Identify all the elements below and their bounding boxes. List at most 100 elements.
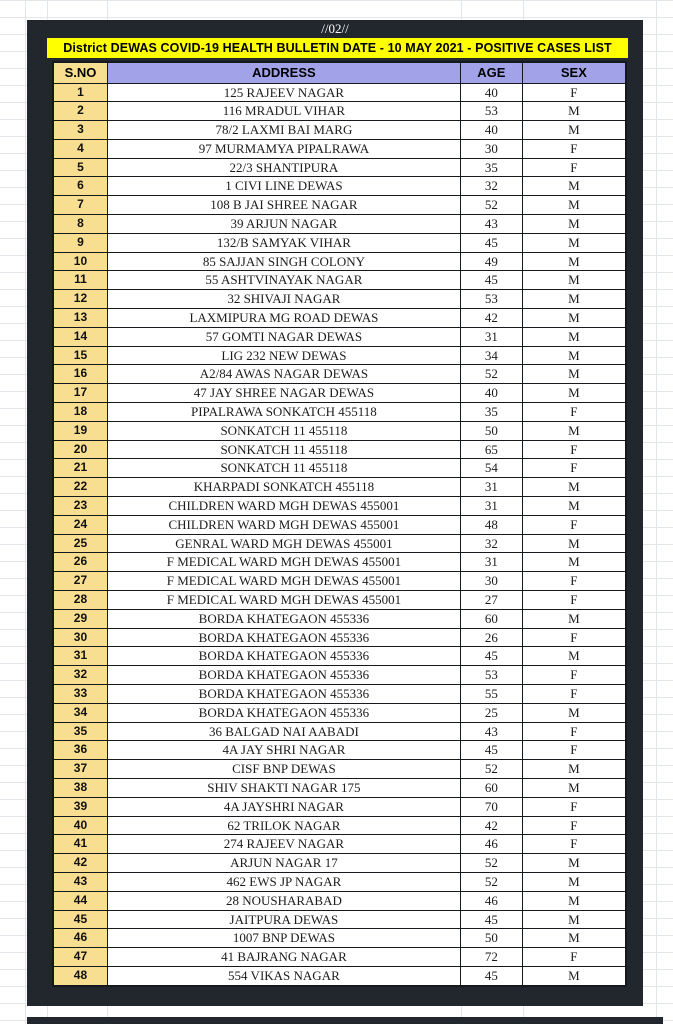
sex-cell: F — [521, 721, 627, 742]
sex-cell: M — [521, 176, 627, 197]
address-cell: BORDA KHATEGAON 455336 — [106, 684, 461, 704]
sex-cell: M — [521, 232, 627, 253]
serial-cell: 3 — [52, 120, 108, 140]
age-cell: 31 — [459, 477, 523, 498]
grid-column-line — [25, 0, 26, 1024]
address-cell: 55 ASHTVINAYAK NAGAR — [106, 270, 461, 291]
table-row: 11 55 ASHTVINAYAK NAGAR 45 M — [52, 270, 627, 291]
serial-cell: 22 — [52, 477, 108, 498]
serial-cell: 23 — [52, 496, 108, 516]
table-row: 19 SONKATCH 11 455118 50 M — [52, 420, 627, 441]
address-cell: CHILDREN WARD MGH DEWAS 455001 — [106, 496, 461, 516]
age-cell: 53 — [459, 101, 523, 122]
column-header-age: AGE — [459, 61, 523, 84]
address-cell: 97 MURMAMYA PIPALRAWA — [106, 138, 461, 159]
age-cell: 27 — [459, 590, 523, 610]
age-cell: 42 — [459, 308, 523, 328]
table-row: 28 F MEDICAL WARD MGH DEWAS 455001 27 F — [52, 590, 627, 610]
serial-cell: 34 — [52, 702, 108, 723]
serial-cell: 21 — [52, 458, 108, 479]
age-cell: 48 — [459, 514, 523, 535]
serial-cell: 1 — [52, 82, 108, 103]
table-body: 1 125 RAJEEV NAGAR 40 F 2 116 MRADUL VIHAR 53 M… — [52, 82, 627, 987]
serial-cell: 20 — [52, 439, 108, 460]
table-row: 45 JAITPURA DEWAS 45 M — [52, 909, 627, 930]
table-row: 37 CISF BNP DEWAS 52 M — [52, 759, 627, 779]
address-cell: SONKATCH 11 455118 — [106, 439, 461, 460]
sex-cell: M — [521, 101, 627, 122]
address-cell: LAXMIPURA MG ROAD DEWAS — [106, 308, 461, 328]
serial-cell: 45 — [52, 909, 108, 930]
sex-cell: M — [521, 890, 627, 911]
address-cell: F MEDICAL WARD MGH DEWAS 455001 — [106, 571, 461, 592]
address-cell: F MEDICAL WARD MGH DEWAS 455001 — [106, 590, 461, 610]
age-cell: 30 — [459, 571, 523, 592]
address-cell: 4A JAYSHRI NAGAR — [106, 796, 461, 817]
table-header-row: S.NO ADDRESS AGE SEX — [52, 61, 627, 84]
table-row: 32 BORDA KHATEGAON 455336 53 F — [52, 665, 627, 685]
serial-cell: 41 — [52, 834, 108, 855]
address-cell: 85 SAJJAN SINGH COLONY — [106, 251, 461, 272]
age-cell: 52 — [459, 364, 523, 385]
serial-cell: 42 — [52, 853, 108, 873]
table-row: 13 LAXMIPURA MG ROAD DEWAS 42 M — [52, 308, 627, 328]
sex-cell: F — [521, 796, 627, 817]
age-cell: 32 — [459, 176, 523, 197]
address-cell: 41 BAJRANG NAGAR — [106, 947, 461, 967]
serial-cell: 12 — [52, 289, 108, 310]
bulletin-page-panel: //02// District DEWAS COVID-19 HEALTH BU… — [27, 20, 643, 1006]
sex-cell: F — [521, 834, 627, 855]
age-cell: 52 — [459, 195, 523, 216]
table-row: 2 116 MRADUL VIHAR 53 M — [52, 101, 627, 122]
next-page-edge — [27, 1017, 663, 1024]
address-cell: SHIV SHAKTI NAGAR 175 — [106, 777, 461, 798]
age-cell: 65 — [459, 439, 523, 460]
serial-cell: 39 — [52, 796, 108, 817]
sex-cell: M — [521, 420, 627, 441]
address-cell: F MEDICAL WARD MGH DEWAS 455001 — [106, 552, 461, 573]
serial-cell: 40 — [52, 815, 108, 836]
serial-cell: 13 — [52, 308, 108, 328]
age-cell: 43 — [459, 721, 523, 742]
sex-cell: F — [521, 684, 627, 704]
serial-cell: 2 — [52, 101, 108, 122]
age-cell: 25 — [459, 702, 523, 723]
serial-cell: 24 — [52, 514, 108, 535]
table-row: 5 22/3 SHANTIPURA 35 F — [52, 157, 627, 178]
sex-cell: F — [521, 815, 627, 836]
address-cell: JAITPURA DEWAS — [106, 909, 461, 930]
address-cell: A2/84 AWAS NAGAR DEWAS — [106, 364, 461, 385]
column-header-address: ADDRESS — [106, 61, 461, 84]
address-cell: 125 RAJEEV NAGAR — [106, 82, 461, 103]
sex-cell: M — [521, 777, 627, 798]
serial-cell: 29 — [52, 608, 108, 629]
serial-cell: 26 — [52, 552, 108, 573]
serial-cell: 47 — [52, 947, 108, 967]
serial-cell: 11 — [52, 270, 108, 291]
age-cell: 31 — [459, 552, 523, 573]
age-cell: 55 — [459, 684, 523, 704]
sex-cell: M — [521, 251, 627, 272]
address-cell: 36 BALGAD NAI AABADI — [106, 721, 461, 742]
age-cell: 40 — [459, 120, 523, 140]
address-cell: 1 CIVI LINE DEWAS — [106, 176, 461, 197]
serial-cell: 6 — [52, 176, 108, 197]
sex-cell: F — [521, 740, 627, 761]
serial-cell: 35 — [52, 721, 108, 742]
age-cell: 52 — [459, 871, 523, 892]
sex-cell: M — [521, 383, 627, 404]
age-cell: 50 — [459, 928, 523, 949]
sex-cell: M — [521, 477, 627, 498]
sex-cell: M — [521, 496, 627, 516]
table-row: 8 39 ARJUN NAGAR 43 M — [52, 214, 627, 234]
serial-cell: 37 — [52, 759, 108, 779]
age-cell: 60 — [459, 608, 523, 629]
table-row: 3 78/2 LAXMI BAI MARG 40 M — [52, 120, 627, 140]
sex-cell: M — [521, 326, 627, 347]
table-row: 23 CHILDREN WARD MGH DEWAS 455001 31 M — [52, 496, 627, 516]
grid-column-line — [656, 0, 657, 1024]
sex-cell: F — [521, 82, 627, 103]
age-cell: 40 — [459, 383, 523, 404]
address-cell: 22/3 SHANTIPURA — [106, 157, 461, 178]
